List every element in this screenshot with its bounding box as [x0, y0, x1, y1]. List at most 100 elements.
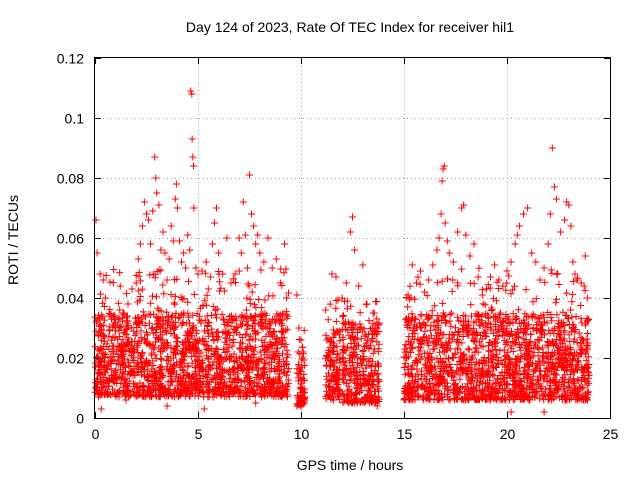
data-point	[167, 344, 175, 352]
data-point	[285, 365, 293, 373]
data-point	[139, 308, 147, 316]
data-point	[454, 384, 462, 392]
data-point	[548, 144, 556, 152]
data-point	[501, 396, 509, 404]
data-point	[279, 336, 287, 344]
data-point	[339, 312, 347, 319]
data-point	[322, 306, 330, 314]
data-point	[209, 393, 217, 401]
data-point	[566, 396, 574, 403]
data-point	[487, 387, 495, 395]
data-point	[454, 282, 462, 290]
data-point	[208, 325, 216, 333]
data-point	[197, 319, 205, 327]
data-point	[184, 298, 192, 306]
data-point	[225, 344, 233, 352]
data-point	[495, 382, 503, 390]
data-point	[409, 361, 417, 369]
data-point	[425, 341, 433, 349]
data-point	[375, 393, 382, 401]
data-point	[164, 322, 172, 330]
data-point	[356, 372, 364, 380]
data-point	[237, 249, 245, 257]
data-point	[219, 329, 227, 336]
data-point	[425, 276, 433, 284]
data-point	[482, 330, 489, 338]
data-point	[504, 319, 512, 327]
data-point	[165, 255, 173, 263]
data-point	[243, 389, 251, 396]
data-point	[99, 276, 107, 284]
data-point	[340, 391, 348, 399]
data-point	[414, 383, 422, 391]
data-point	[243, 264, 251, 272]
data-point	[431, 391, 439, 399]
data-point	[424, 315, 432, 323]
data-point	[505, 272, 513, 280]
data-point	[447, 322, 455, 330]
data-point	[237, 320, 245, 328]
data-point	[110, 321, 117, 329]
data-point	[570, 379, 578, 387]
data-point	[540, 396, 548, 404]
data-point	[202, 338, 210, 345]
data-point	[344, 343, 352, 351]
data-point	[104, 362, 112, 370]
data-point	[149, 329, 157, 337]
data-point	[444, 355, 452, 363]
data-point	[283, 346, 291, 354]
data-point	[490, 372, 498, 380]
tick-layer: 0 5 10 15 20 25 0 0.02 0.04 0.06 0.08 0.1 0.12	[57, 51, 619, 443]
data-point	[322, 381, 330, 389]
data-point	[456, 389, 463, 396]
data-point	[152, 338, 160, 346]
data-point	[248, 288, 256, 296]
data-point	[115, 374, 123, 381]
data-point	[521, 339, 529, 347]
data-point	[357, 355, 365, 363]
data-point	[283, 294, 291, 302]
plot-frame	[94, 57, 611, 419]
data-point	[553, 270, 561, 278]
data-point	[130, 349, 137, 357]
data-point	[239, 198, 247, 206]
data-point	[565, 201, 573, 209]
data-point	[202, 301, 210, 309]
data-point	[368, 363, 376, 370]
data-point	[274, 344, 281, 352]
data-point	[324, 334, 332, 342]
data-point	[563, 363, 571, 371]
data-point	[339, 336, 347, 344]
data-point	[191, 368, 199, 376]
data-point	[460, 321, 468, 329]
data-point	[427, 332, 435, 340]
data-point	[560, 328, 568, 336]
data-point	[213, 314, 220, 322]
data-point	[339, 346, 347, 354]
data-point	[437, 210, 445, 218]
data-point	[531, 366, 539, 374]
data-point	[148, 325, 156, 333]
data-point	[424, 395, 432, 402]
data-point	[403, 347, 411, 355]
data-point	[267, 386, 275, 394]
data-point	[250, 350, 258, 358]
data-point	[91, 343, 99, 351]
data-point	[147, 311, 155, 319]
data-point	[504, 365, 512, 373]
data-point	[299, 348, 307, 356]
data-point	[581, 252, 589, 260]
data-point	[493, 332, 501, 339]
data-point	[343, 364, 351, 372]
data-point	[102, 350, 110, 358]
data-point	[536, 357, 544, 365]
data-point	[406, 379, 414, 387]
data-point	[584, 339, 592, 347]
data-point	[443, 362, 451, 370]
data-point	[171, 195, 179, 203]
data-point	[252, 240, 260, 248]
data-point	[483, 323, 491, 331]
data-point	[213, 373, 221, 381]
data-point	[465, 346, 473, 354]
data-point	[145, 216, 153, 224]
